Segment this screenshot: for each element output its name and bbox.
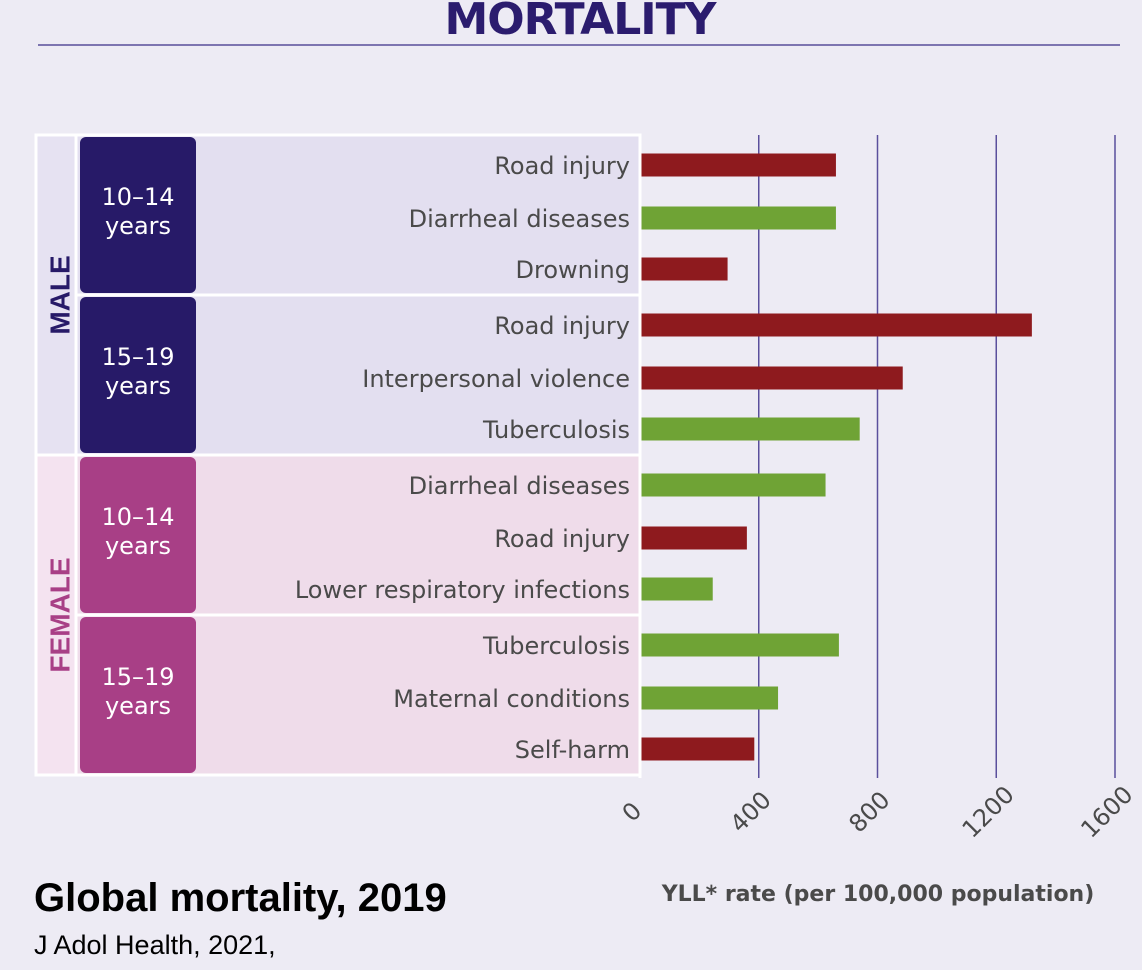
category-label: Interpersonal violence: [362, 365, 630, 393]
age-unit-label: years: [105, 372, 171, 400]
bar: [640, 633, 839, 657]
sex-side-panel: [34, 133, 82, 457]
bar: [640, 737, 755, 761]
title-divider: [38, 44, 1120, 46]
category-label: Road injury: [494, 312, 630, 340]
bar: [640, 473, 826, 497]
category-label: Drowning: [516, 256, 630, 284]
category-label: Tuberculosis: [482, 416, 630, 444]
x-axis-label: YLL* rate (per 100,000 population): [661, 882, 1095, 907]
footer-title: Global mortality, 2019: [34, 876, 447, 920]
age-box: [80, 457, 196, 613]
age-range-label: 10–14: [101, 183, 174, 211]
age-unit-label: years: [105, 212, 171, 240]
category-label: Lower respiratory infections: [295, 576, 630, 604]
bar: [640, 153, 836, 177]
age-box: [80, 297, 196, 453]
x-tick-label: 1200: [957, 781, 1020, 844]
page-title: MORTALITY: [444, 0, 716, 45]
age-range-label: 15–19: [101, 663, 174, 691]
bar: [640, 366, 903, 390]
sex-label: FEMALE: [45, 557, 76, 672]
category-label: Diarrheal diseases: [409, 205, 630, 233]
category-label: Maternal conditions: [393, 685, 630, 713]
age-unit-label: years: [105, 692, 171, 720]
category-label: Road injury: [494, 152, 630, 180]
category-label: Tuberculosis: [482, 632, 630, 660]
age-unit-label: years: [105, 532, 171, 560]
age-range-label: 15–19: [101, 343, 174, 371]
x-tick-label: 800: [843, 786, 895, 838]
sex-side-panel: [34, 453, 82, 777]
footer-source: J Adol Health, 2021,: [34, 930, 276, 960]
category-label: Diarrheal diseases: [409, 472, 630, 500]
bar: [640, 417, 860, 441]
category-label: Road injury: [494, 525, 630, 553]
bar: [640, 257, 728, 281]
bar: [640, 526, 747, 550]
sex-label: MALE: [45, 255, 76, 334]
x-tick-label: 1600: [1076, 781, 1139, 844]
category-label: Self-harm: [515, 736, 630, 764]
bar: [640, 577, 713, 601]
x-tick-label: 0: [617, 797, 648, 828]
age-box: [80, 137, 196, 293]
bar: [640, 686, 779, 710]
age-box: [80, 617, 196, 773]
bar: [640, 313, 1032, 337]
age-range-label: 10–14: [101, 503, 174, 531]
x-tick-label: 400: [725, 786, 777, 838]
bar: [640, 206, 836, 230]
